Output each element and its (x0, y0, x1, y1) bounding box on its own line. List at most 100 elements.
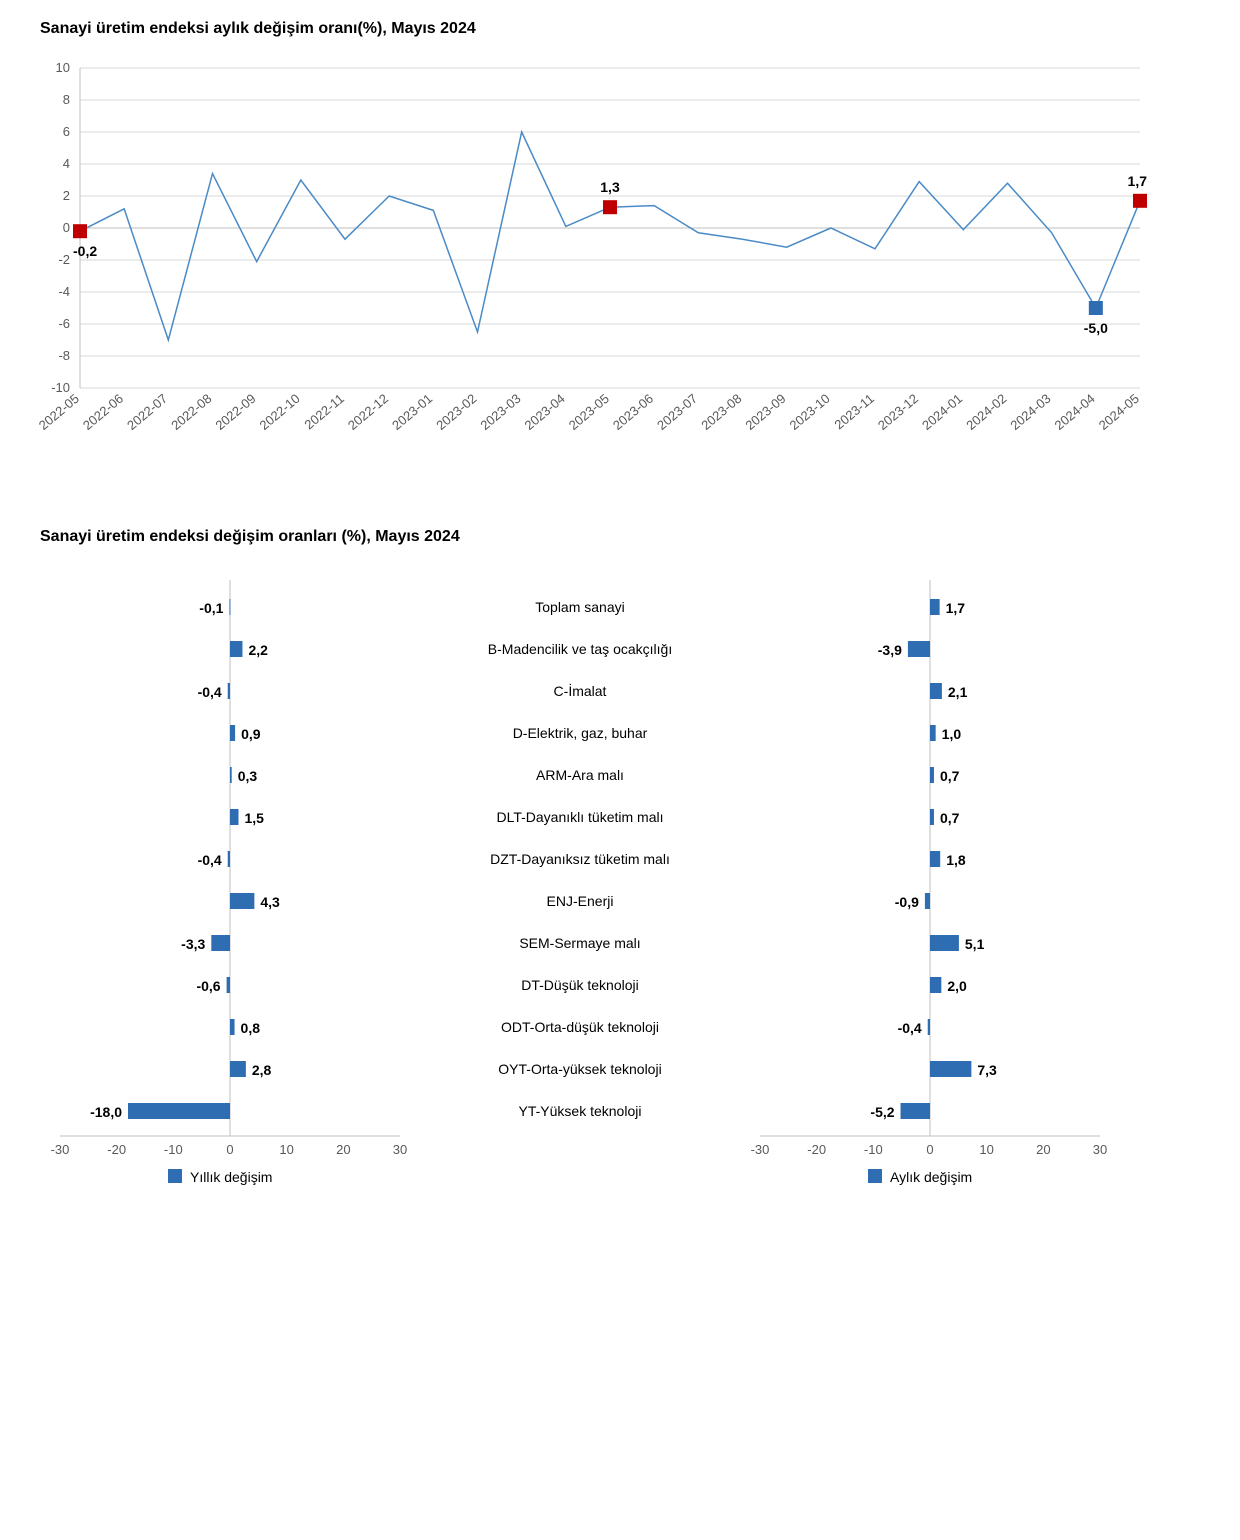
x-tick-label: 2024-03 (1007, 391, 1053, 433)
bar-value-label: -5,2 (870, 1104, 894, 1120)
bar-value-label: 5,1 (965, 936, 985, 952)
bar-value-label: 2,0 (947, 978, 967, 994)
legend-swatch (868, 1169, 882, 1183)
x-tick-label: 2023-12 (875, 391, 921, 433)
x-tick-label: 2023-06 (610, 391, 656, 433)
bar (925, 893, 930, 909)
bar-value-label: -0,1 (199, 600, 223, 616)
bar (928, 1019, 930, 1035)
bar-value-label: 0,3 (238, 768, 258, 784)
bar (908, 641, 930, 657)
bar (930, 599, 940, 615)
bar-value-label: 1,0 (942, 726, 962, 742)
y-tick-label: -8 (58, 348, 70, 363)
x-tick-label: 2022-11 (301, 391, 346, 433)
y-tick-label: -2 (58, 252, 70, 267)
x-tick-label: -20 (807, 1142, 826, 1157)
bar-value-label: 1,7 (946, 600, 966, 616)
x-tick-label: 20 (1036, 1142, 1050, 1157)
category-label: YT-Yüksek teknoloji (519, 1103, 642, 1119)
category-label: B-Madencilik ve taş ocakçılığı (488, 641, 672, 657)
line-chart-section: Sanayi üretim endeksi aylık değişim oran… (20, 20, 1220, 468)
bar-value-label: 2,1 (948, 684, 968, 700)
x-tick-label: 2023-07 (654, 391, 700, 433)
line-chart-svg: -10-8-6-4-20246810-0,21,3-5,01,72022-052… (20, 48, 1170, 468)
y-tick-label: -6 (58, 316, 70, 331)
highlight-label: 1,7 (1128, 173, 1148, 189)
bar (230, 725, 235, 741)
category-label: DZT-Dayanıksız tüketim malı (490, 851, 670, 867)
x-tick-label: 2023-02 (433, 391, 479, 433)
bar (930, 1061, 971, 1077)
y-tick-label: 2 (63, 188, 70, 203)
x-tick-label: 2023-04 (522, 391, 568, 433)
bar-value-label: 4,3 (260, 894, 280, 910)
bar (230, 767, 232, 783)
bar-value-label: 2,8 (252, 1062, 272, 1078)
bar-value-label: -18,0 (90, 1104, 122, 1120)
x-tick-label: -20 (107, 1142, 126, 1157)
bar-value-label: 0,9 (241, 726, 261, 742)
legend-swatch (168, 1169, 182, 1183)
bar-value-label: 1,5 (245, 810, 265, 826)
bar (230, 1061, 246, 1077)
line-chart-area: -10-8-6-4-20246810-0,21,3-5,01,72022-052… (20, 48, 1220, 468)
bar-value-label: 0,7 (940, 810, 960, 826)
bar-chart-title: Sanayi üretim endeksi değişim oranları (… (40, 528, 1220, 546)
bar (228, 851, 230, 867)
x-tick-label: -30 (751, 1142, 770, 1157)
category-label: C-İmalat (554, 682, 607, 699)
x-tick-label: 2023-05 (566, 391, 612, 433)
bar (930, 767, 934, 783)
x-tick-label: 30 (393, 1142, 407, 1157)
bar-value-label: 2,2 (248, 642, 268, 658)
bar (230, 893, 254, 909)
category-label: Toplam sanayi (535, 599, 625, 615)
x-tick-label: 2023-11 (831, 391, 876, 433)
y-tick-label: -10 (51, 380, 70, 395)
bar (211, 935, 230, 951)
line-series (80, 132, 1140, 340)
x-tick-label: 2022-08 (168, 391, 214, 433)
bar-value-label: -0,4 (198, 852, 222, 868)
x-tick-label: -10 (164, 1142, 183, 1157)
bar (128, 1103, 230, 1119)
x-tick-label: 2023-01 (389, 391, 435, 433)
x-tick-label: 0 (926, 1142, 933, 1157)
highlight-label: -5,0 (1084, 320, 1108, 336)
x-tick-label: 10 (279, 1142, 293, 1157)
bar (228, 683, 230, 699)
x-tick-label: 2023-03 (477, 391, 523, 433)
y-tick-label: -4 (58, 284, 70, 299)
x-tick-label: 2023-10 (787, 391, 833, 433)
bar (930, 683, 942, 699)
y-tick-label: 10 (56, 60, 70, 75)
bar (930, 809, 934, 825)
x-tick-label: 2022-05 (36, 391, 82, 433)
bar (229, 599, 230, 615)
bar-value-label: 7,3 (977, 1062, 997, 1078)
bar (930, 977, 941, 993)
x-tick-label: 2022-07 (124, 391, 170, 433)
x-tick-label: 2022-10 (257, 391, 303, 433)
bar (930, 851, 940, 867)
x-tick-label: 10 (979, 1142, 993, 1157)
line-chart-title: Sanayi üretim endeksi aylık değişim oran… (40, 20, 1220, 38)
category-label: ODT-Orta-düşük teknoloji (501, 1019, 659, 1035)
x-tick-label: -10 (864, 1142, 883, 1157)
bar (230, 641, 242, 657)
highlight-label: 1,3 (600, 179, 620, 195)
x-tick-label: 2022-12 (345, 391, 391, 433)
highlight-label: -0,2 (73, 243, 97, 259)
bar-value-label: -0,4 (898, 1020, 922, 1036)
category-label: DT-Düşük teknoloji (521, 977, 639, 993)
y-tick-label: 8 (63, 92, 70, 107)
highlight-marker (603, 200, 617, 214)
x-tick-label: 2024-02 (963, 391, 1009, 433)
bar (227, 977, 230, 993)
highlight-marker (73, 224, 87, 238)
bar-chart-svg: -30 -20 -10 0 10 20 30 -0,1 2,2 -0,4 0,9 0,3 1,5 -0,4… (20, 556, 1170, 1216)
bar (230, 1019, 235, 1035)
x-tick-label: 0 (226, 1142, 233, 1157)
x-tick-label: 30 (1093, 1142, 1107, 1157)
